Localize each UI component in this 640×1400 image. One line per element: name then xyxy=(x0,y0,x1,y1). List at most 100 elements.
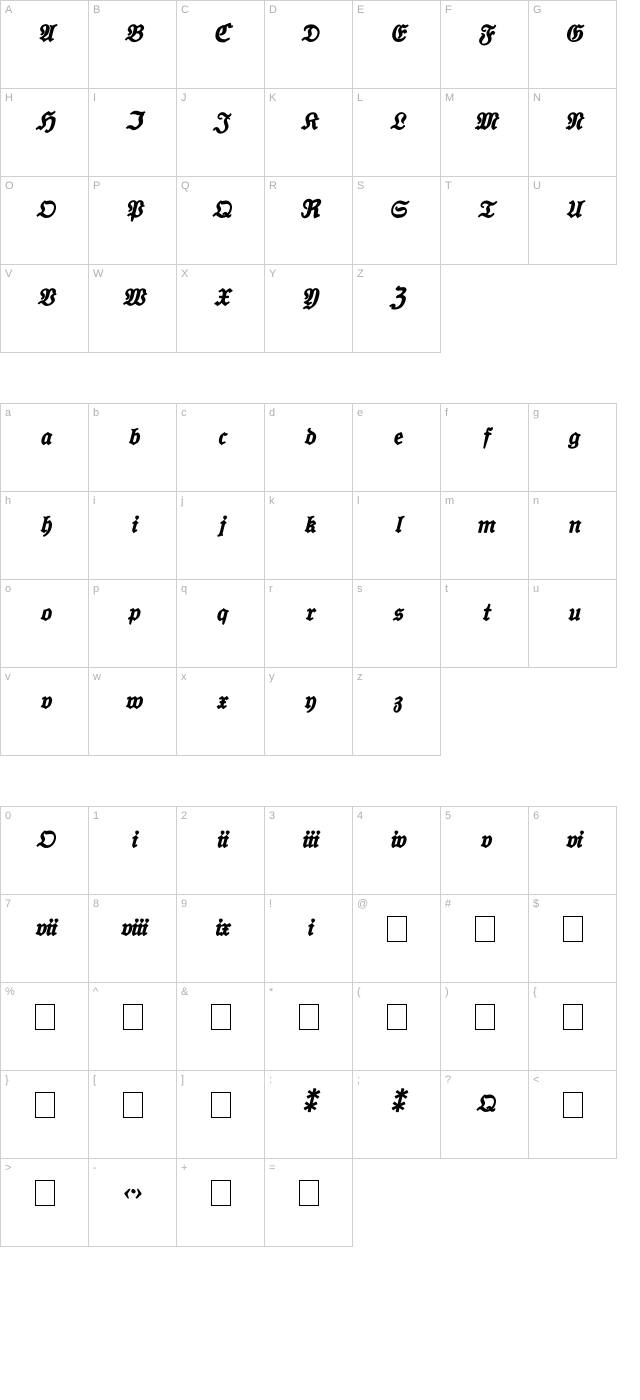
glyph-label: ! xyxy=(269,898,272,910)
glyph-cell: $ xyxy=(529,895,617,983)
glyph-cell: X𝔛 xyxy=(177,265,265,353)
glyph-label: % xyxy=(5,986,15,998)
glyph-section-lowercase: a𝔞b𝔟c𝔠d𝔡e𝔢f𝔣g𝔤h𝔥i𝔦j𝔧k𝔨l𝔩m𝔪n𝔫o𝔬p𝔭q𝔮r𝔯s𝔰t𝔱… xyxy=(0,403,640,756)
glyph-cell: U𝔘 xyxy=(529,177,617,265)
glyph-cell: 0𝔒 xyxy=(1,807,89,895)
glyph-display: ℌ xyxy=(1,107,88,137)
glyph-display xyxy=(89,1001,176,1031)
glyph-cell: 7 𝔳𝔦𝔦 xyxy=(1,895,89,983)
glyph-display: ℭ xyxy=(177,19,264,49)
glyph-label: : xyxy=(269,1074,272,1086)
glyph-display: 𝔢 xyxy=(353,422,440,452)
glyph-label: K xyxy=(269,92,276,104)
glyph-cell: c𝔠 xyxy=(177,404,265,492)
glyph-label: [ xyxy=(93,1074,96,1086)
glyph-display: 𝔱 xyxy=(441,598,528,628)
glyph-cell: M𝔐 xyxy=(441,89,529,177)
glyph-label: * xyxy=(269,986,273,998)
glyph-cell: Q𝔔 xyxy=(177,177,265,265)
glyph-cell: e𝔢 xyxy=(353,404,441,492)
glyph-cell: :⁑ xyxy=(265,1071,353,1159)
glyph-display: 𝔳𝔦 xyxy=(529,825,616,855)
glyph-label: c xyxy=(181,407,187,419)
glyph-label: X xyxy=(181,268,188,280)
missing-glyph-icon xyxy=(299,1004,319,1030)
glyph-label: 4 xyxy=(357,810,363,822)
glyph-cell: b𝔟 xyxy=(89,404,177,492)
glyph-cell: z𝔷 xyxy=(353,668,441,756)
glyph-display: 𝔦𝔵 xyxy=(177,913,264,943)
glyph-cell: B𝔅 xyxy=(89,1,177,89)
glyph-display: 𝔭 xyxy=(89,598,176,628)
glyph-display: ℑ xyxy=(89,107,176,137)
glyph-cell: 6𝔳𝔦 xyxy=(529,807,617,895)
glyph-cell: Hℌ xyxy=(1,89,89,177)
glyph-display: 𝔳𝔦𝔦 xyxy=(1,913,88,943)
glyph-label: $ xyxy=(533,898,539,910)
glyph-display xyxy=(441,913,528,943)
glyph-cell: { xyxy=(529,983,617,1071)
glyph-cell: > xyxy=(1,1159,89,1247)
missing-glyph-icon xyxy=(211,1004,231,1030)
missing-glyph-icon xyxy=(299,1180,319,1206)
glyph-display: 𝔦𝔦𝔦 xyxy=(265,825,352,855)
glyph-grid: 0𝔒1𝔦2𝔦𝔦3𝔦𝔦𝔦4𝔦𝔳5𝔳6𝔳𝔦7𝔳𝔦𝔦8𝔳𝔦𝔦𝔦9𝔦𝔵!𝔦@#$%^&*… xyxy=(0,806,617,1247)
missing-glyph-icon xyxy=(387,1004,407,1030)
glyph-display: 𝔶 xyxy=(265,686,352,716)
glyph-label: A xyxy=(5,4,12,16)
glyph-display: 𝔓 xyxy=(89,195,176,225)
glyph-display xyxy=(353,1001,440,1031)
missing-glyph-icon xyxy=(563,916,583,942)
glyph-label: 7 xyxy=(5,898,11,910)
glyph-cell: G𝔊 xyxy=(529,1,617,89)
glyph-display xyxy=(89,1089,176,1119)
glyph-label: ; xyxy=(357,1074,360,1086)
glyph-cell: ^ xyxy=(89,983,177,1071)
glyph-cell: < xyxy=(529,1071,617,1159)
glyph-display: 𝔏 xyxy=(353,107,440,137)
missing-glyph-icon xyxy=(123,1004,143,1030)
glyph-label: I xyxy=(93,92,96,104)
glyph-display: ⁑ xyxy=(353,1089,440,1119)
glyph-display: 𝔬 xyxy=(1,598,88,628)
glyph-label: U xyxy=(533,180,541,192)
glyph-cell: S𝔖 xyxy=(353,177,441,265)
glyph-display: 𝔚 xyxy=(89,283,176,313)
glyph-cell: d𝔡 xyxy=(265,404,353,492)
missing-glyph-icon xyxy=(35,1004,55,1030)
glyph-cell: h𝔥 xyxy=(1,492,89,580)
glyph-label: j xyxy=(181,495,183,507)
glyph-display: 𝔒 xyxy=(1,195,88,225)
glyph-display: 𝔈 xyxy=(353,19,440,49)
glyph-cell: 2𝔦𝔦 xyxy=(177,807,265,895)
glyph-label: P xyxy=(93,180,100,192)
glyph-cell: & xyxy=(177,983,265,1071)
glyph-display: 𝔰 xyxy=(353,598,440,628)
glyph-cell: 1𝔦 xyxy=(89,807,177,895)
glyph-cell: m𝔪 xyxy=(441,492,529,580)
glyph-section-uppercase: A𝔄B𝔅CℭD𝔇E𝔈F𝔉G𝔊HℌIℑJ𝔍K𝔎L𝔏M𝔐N𝔑O𝔒P𝔓Q𝔔RℜS𝔖T𝔗… xyxy=(0,0,640,353)
glyph-label: ^ xyxy=(93,986,98,998)
glyph-cell: J𝔍 xyxy=(177,89,265,177)
glyph-label: & xyxy=(181,986,188,998)
glyph-cell: Cℭ xyxy=(177,1,265,89)
glyph-display: 𝔄 xyxy=(1,19,88,49)
glyph-cell: K𝔎 xyxy=(265,89,353,177)
glyph-display: 𝔒 xyxy=(1,825,88,855)
glyph-cell: k𝔨 xyxy=(265,492,353,580)
glyph-label: a xyxy=(5,407,11,419)
glyph-label: 1 xyxy=(93,810,99,822)
glyph-display: 𝔦 xyxy=(89,510,176,540)
glyph-label: r xyxy=(269,583,273,595)
glyph-cell: u𝔲 xyxy=(529,580,617,668)
glyph-label: 0 xyxy=(5,810,11,822)
glyph-cell: i𝔦 xyxy=(89,492,177,580)
glyph-cell: N𝔑 xyxy=(529,89,617,177)
glyph-label: l xyxy=(357,495,359,507)
glyph-cell: Y𝔜 xyxy=(265,265,353,353)
glyph-label: k xyxy=(269,495,275,507)
glyph-display xyxy=(177,1001,264,1031)
glyph-display: 𝔧 xyxy=(177,510,264,540)
glyph-label: = xyxy=(269,1162,275,1174)
glyph-display: 𝔗 xyxy=(441,195,528,225)
